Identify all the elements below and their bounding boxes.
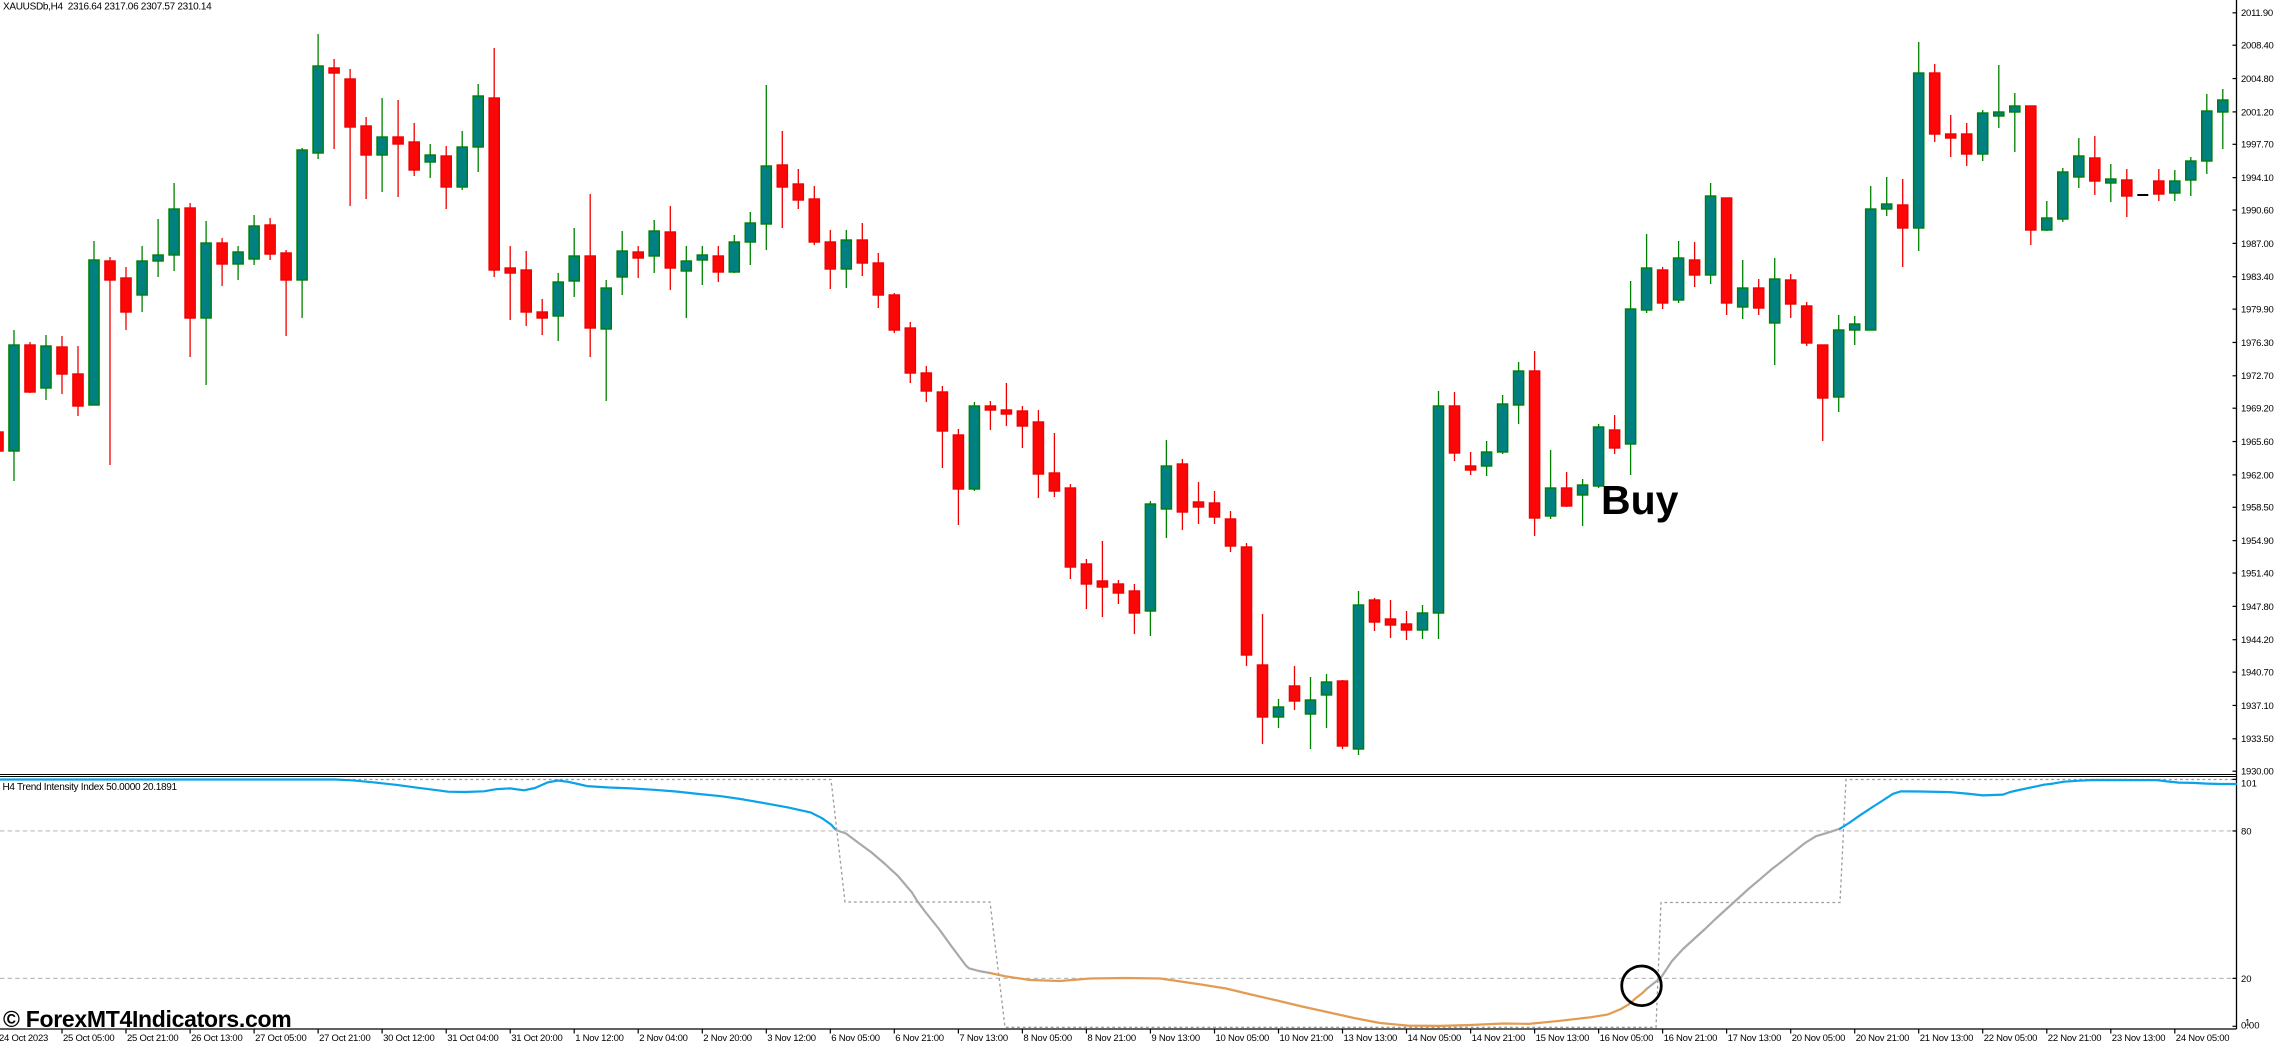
svg-text:1976.30: 1976.30 xyxy=(2241,338,2274,349)
svg-text:© ForexMT4Indicators.com: © ForexMT4Indicators.com xyxy=(3,1006,291,1032)
svg-text:31 Oct 20:00: 31 Oct 20:00 xyxy=(511,1033,562,1042)
svg-text:H4 Trend Intensity Index 50.00: H4 Trend Intensity Index 50.0000 20.1891 xyxy=(3,782,178,793)
svg-text:1969.20: 1969.20 xyxy=(2241,404,2274,415)
svg-text:1994.10: 1994.10 xyxy=(2241,173,2274,184)
svg-text:2004.80: 2004.80 xyxy=(2241,74,2274,85)
svg-text:2008.40: 2008.40 xyxy=(2241,41,2274,52)
svg-text:1937.10: 1937.10 xyxy=(2241,701,2274,712)
svg-text:13 Nov 13:00: 13 Nov 13:00 xyxy=(1344,1033,1398,1042)
svg-text:1962.00: 1962.00 xyxy=(2241,470,2274,481)
svg-text:1951.40: 1951.40 xyxy=(2241,568,2274,579)
svg-text:14 Nov 05:00: 14 Nov 05:00 xyxy=(1408,1033,1462,1042)
svg-text:Buy: Buy xyxy=(1601,477,1679,523)
svg-text:1972.70: 1972.70 xyxy=(2241,371,2274,382)
svg-text:27 Oct 21:00: 27 Oct 21:00 xyxy=(319,1033,370,1042)
svg-text:2011.90: 2011.90 xyxy=(2241,8,2273,19)
svg-text:20 Nov 05:00: 20 Nov 05:00 xyxy=(1792,1033,1846,1042)
svg-text:2 Nov 20:00: 2 Nov 20:00 xyxy=(703,1033,751,1042)
svg-text:1933.50: 1933.50 xyxy=(2241,734,2274,745)
svg-text:1983.40: 1983.40 xyxy=(2241,272,2274,283)
svg-text:101: 101 xyxy=(2241,779,2257,790)
svg-text:9 Nov 13:00: 9 Nov 13:00 xyxy=(1151,1033,1199,1042)
svg-text:1930.00: 1930.00 xyxy=(2241,767,2274,778)
svg-text:1990.60: 1990.60 xyxy=(2241,205,2274,216)
svg-text:2001.20: 2001.20 xyxy=(2241,107,2274,118)
svg-text:3 Nov 12:00: 3 Nov 12:00 xyxy=(767,1033,815,1042)
svg-text:XAUUSDb,H4 2316.64 2317.06 23: XAUUSDb,H4 2316.64 2317.06 2307.57 2310.… xyxy=(3,2,212,13)
svg-text:1958.50: 1958.50 xyxy=(2241,503,2274,514)
svg-text:23 Nov 13:00: 23 Nov 13:00 xyxy=(2112,1033,2166,1042)
svg-text:1: 1 xyxy=(2245,1018,2250,1029)
svg-text:16 Nov 21:00: 16 Nov 21:00 xyxy=(1664,1033,1718,1042)
svg-text:16 Nov 05:00: 16 Nov 05:00 xyxy=(1600,1033,1654,1042)
svg-text:8 Nov 05:00: 8 Nov 05:00 xyxy=(1023,1033,1071,1042)
svg-text:1 Nov 12:00: 1 Nov 12:00 xyxy=(575,1033,623,1042)
svg-text:20 Nov 21:00: 20 Nov 21:00 xyxy=(1856,1033,1910,1042)
svg-text:15 Nov 13:00: 15 Nov 13:00 xyxy=(1536,1033,1590,1042)
svg-text:22 Nov 21:00: 22 Nov 21:00 xyxy=(2048,1033,2102,1042)
svg-text:6 Nov 21:00: 6 Nov 21:00 xyxy=(895,1033,943,1042)
svg-text:20: 20 xyxy=(2241,974,2252,985)
svg-text:27 Oct 05:00: 27 Oct 05:00 xyxy=(255,1033,306,1042)
svg-text:10 Nov 05:00: 10 Nov 05:00 xyxy=(1216,1033,1270,1042)
svg-text:1987.00: 1987.00 xyxy=(2241,239,2274,250)
svg-text:22 Nov 05:00: 22 Nov 05:00 xyxy=(1984,1033,2038,1042)
svg-text:1979.90: 1979.90 xyxy=(2241,305,2274,316)
svg-text:2 Nov 04:00: 2 Nov 04:00 xyxy=(639,1033,687,1042)
svg-text:17 Nov 13:00: 17 Nov 13:00 xyxy=(1728,1033,1782,1042)
svg-text:1947.80: 1947.80 xyxy=(2241,602,2274,613)
svg-text:1940.70: 1940.70 xyxy=(2241,668,2274,679)
svg-text:1965.60: 1965.60 xyxy=(2241,437,2274,448)
svg-text:80: 80 xyxy=(2241,826,2252,837)
svg-text:30 Oct 12:00: 30 Oct 12:00 xyxy=(383,1033,434,1042)
svg-text:24 Nov 05:00: 24 Nov 05:00 xyxy=(2176,1033,2230,1042)
svg-text:26 Oct 13:00: 26 Oct 13:00 xyxy=(191,1033,242,1042)
svg-text:1954.90: 1954.90 xyxy=(2241,536,2274,547)
svg-text:6 Nov 05:00: 6 Nov 05:00 xyxy=(831,1033,879,1042)
svg-text:10 Nov 21:00: 10 Nov 21:00 xyxy=(1280,1033,1334,1042)
svg-text:0.00: 0.00 xyxy=(2241,1021,2260,1032)
svg-text:25 Oct 05:00: 25 Oct 05:00 xyxy=(63,1033,114,1042)
svg-text:24 Oct 2023: 24 Oct 2023 xyxy=(0,1033,48,1042)
svg-text:21 Nov 13:00: 21 Nov 13:00 xyxy=(1920,1033,1974,1042)
svg-text:1997.70: 1997.70 xyxy=(2241,140,2274,151)
svg-text:1944.20: 1944.20 xyxy=(2241,635,2274,646)
svg-text:7 Nov 13:00: 7 Nov 13:00 xyxy=(959,1033,1007,1042)
svg-text:8 Nov 21:00: 8 Nov 21:00 xyxy=(1087,1033,1135,1042)
svg-text:14 Nov 21:00: 14 Nov 21:00 xyxy=(1472,1033,1526,1042)
svg-text:25 Oct 21:00: 25 Oct 21:00 xyxy=(127,1033,178,1042)
svg-text:31 Oct 04:00: 31 Oct 04:00 xyxy=(447,1033,498,1042)
